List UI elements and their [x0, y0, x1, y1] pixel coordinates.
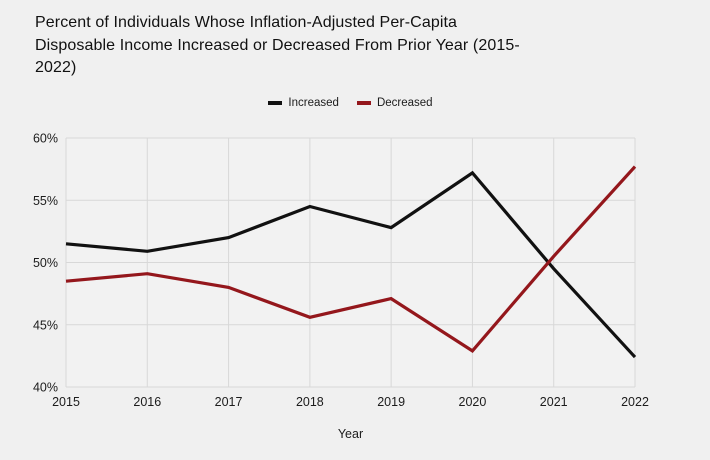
increased-line-swatch-icon [268, 101, 283, 105]
series-line-increased [65, 170, 637, 359]
chart-legend: Increased Decreased [66, 97, 635, 109]
x-tick-label: 2020 [459, 395, 487, 409]
chart-title: Percent of Individuals Whose Inflation-A… [35, 12, 520, 80]
y-tick-label: 60% [33, 132, 58, 146]
chart-title-line-1: Percent of Individuals Whose Inflation-A… [35, 14, 458, 31]
y-tick-label: 55% [33, 194, 58, 208]
x-tick-label: 2021 [540, 395, 568, 409]
x-tick-label: 2022 [621, 395, 649, 409]
y-tick-label: 45% [33, 318, 58, 332]
x-tick-label: 2016 [133, 395, 161, 409]
x-tick-label: 2018 [296, 395, 324, 409]
legend-item-increased: Increased [268, 97, 339, 109]
x-axis-title: Year [337, 427, 364, 441]
chart-title-line-2: Disposable Income Increased or Decreased… [35, 36, 520, 54]
x-tick-label: 2015 [52, 395, 80, 409]
decreased-line-swatch-icon [356, 101, 371, 105]
x-tick-label: 2017 [215, 395, 243, 409]
y-tick-label: 50% [33, 256, 58, 270]
legend-item-decreased: Decreased [356, 97, 433, 109]
legend-label-increased: Increased [288, 97, 339, 109]
chart-title-line-3: 2022) [35, 59, 77, 76]
legend-label-decreased: Decreased [376, 97, 433, 109]
y-tick-label: 40% [33, 381, 58, 395]
series-line-decreased [65, 165, 637, 353]
x-tick-label: 2019 [377, 395, 405, 409]
line-chart-plot: 40% 45% 50% 55% 60% 2015 2016 2017 2018 2019 2020 2… [33, 132, 649, 410]
